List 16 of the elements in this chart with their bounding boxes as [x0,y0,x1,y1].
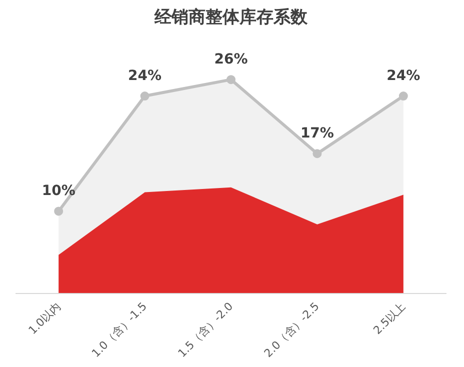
x-tick-label: 1.0（含）-1.5 [89,300,150,360]
data-label: 26% [214,52,248,68]
x-tick-label: 2.5以上 [370,300,408,338]
point [398,92,408,101]
x-tick-label: 1.0以内 [26,300,64,338]
data-label: 17% [300,126,334,142]
point [54,206,64,216]
x-tick-label: 1.5（含）-2.0 [176,300,236,360]
data-label: 10% [42,183,76,200]
point [140,92,150,101]
point [226,75,236,84]
x-tick-label: 2.0（含）-2.5 [262,300,322,360]
data-label: 24% [128,68,162,84]
data-label: 24% [386,68,420,84]
point [312,149,322,158]
chart-title: 经销商整体库存系数 [154,8,308,28]
